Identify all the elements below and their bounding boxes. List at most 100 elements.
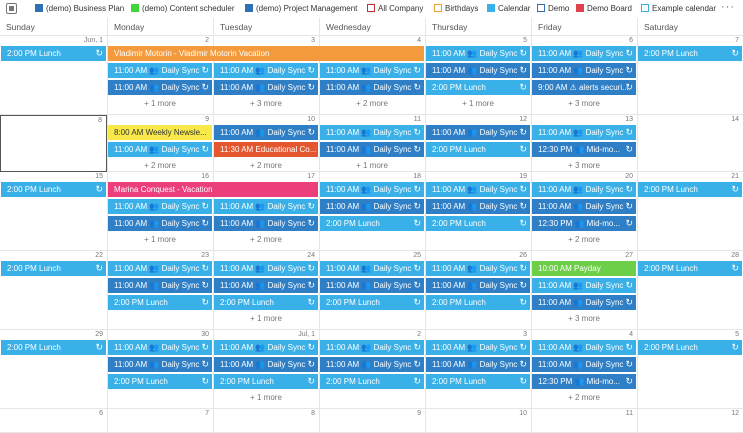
calendar-event[interactable]: 11:00 AM 👥 Daily Sync ↻ bbox=[320, 142, 424, 157]
calendar-event[interactable]: 2:00 PM Lunch ↻ bbox=[638, 46, 742, 61]
more-events-link[interactable]: + 1 more bbox=[144, 235, 176, 244]
calendar-event[interactable]: 11:00 AM 👥 Daily Sync ↻ bbox=[320, 340, 424, 355]
more-events-link[interactable]: + 1 more bbox=[356, 161, 388, 170]
day-number[interactable]: 11 bbox=[625, 410, 633, 417]
day-cell[interactable]: 28 bbox=[637, 251, 743, 330]
calendar-event[interactable]: 2:00 PM Lunch ↻ bbox=[320, 216, 424, 231]
calendar-event[interactable]: 12:30 PM 👥 Mid-mo... ↻ bbox=[532, 216, 636, 231]
day-number[interactable]: 4 bbox=[417, 37, 421, 44]
calendar-event[interactable]: 11:00 AM 👥 Daily Sync ↻ bbox=[108, 216, 212, 231]
day-cell[interactable]: 21 bbox=[637, 172, 743, 251]
day-cell[interactable]: 10 bbox=[213, 115, 319, 172]
calendar-event[interactable]: 2:00 PM Lunch ↻ bbox=[1, 340, 106, 355]
day-cell[interactable]: 15 bbox=[0, 172, 107, 251]
day-number[interactable]: 19 bbox=[519, 173, 527, 180]
calendar-event[interactable]: 11:00 AM 👥 Daily Sync ↻ bbox=[532, 125, 636, 140]
day-number[interactable]: 28 bbox=[731, 252, 739, 259]
calendar-event[interactable]: 11:00 AM 👥 Daily Sync ↻ bbox=[214, 340, 318, 355]
day-number[interactable]: 25 bbox=[413, 252, 421, 259]
more-events-link[interactable]: + 1 more bbox=[144, 99, 176, 108]
calendar-event[interactable]: 11:00 AM 👥 Daily Sync ↻ bbox=[320, 261, 424, 276]
day-number[interactable]: 5 bbox=[523, 37, 527, 44]
calendar-event[interactable]: 11:00 AM 👥 Daily Sync ↻ bbox=[532, 46, 636, 61]
calendar-event[interactable]: 2:00 PM Lunch ↻ bbox=[320, 295, 424, 310]
calendar-event[interactable]: 2:00 PM Lunch ↻ bbox=[638, 182, 742, 197]
day-cell[interactable]: 23 bbox=[107, 251, 213, 330]
day-number[interactable]: 2 bbox=[205, 37, 209, 44]
day-number[interactable]: 9 bbox=[417, 410, 421, 417]
day-cell[interactable]: 26 bbox=[425, 251, 531, 330]
more-events-link[interactable]: + 1 more bbox=[250, 314, 282, 323]
more-events-link[interactable]: + 2 more bbox=[568, 393, 600, 402]
more-events-link[interactable]: + 3 more bbox=[568, 314, 600, 323]
day-cell[interactable]: 20 bbox=[531, 172, 637, 251]
calendar-event[interactable]: 2:00 PM Lunch ↻ bbox=[426, 374, 530, 389]
day-cell[interactable]: 12 bbox=[637, 409, 743, 433]
day-cell[interactable]: 24 bbox=[213, 251, 319, 330]
day-number[interactable]: 20 bbox=[625, 173, 633, 180]
calendar-event[interactable]: 11:00 AM 👥 Daily Sync ↻ bbox=[426, 63, 530, 78]
calendar-event[interactable]: 2:00 PM Lunch ↻ bbox=[108, 374, 212, 389]
day-cell[interactable]: 4 bbox=[531, 330, 637, 409]
calendar-event[interactable]: 11:00 AM 👥 Daily Sync ↻ bbox=[320, 80, 424, 95]
calendar-event[interactable]: 11:00 AM 👥 Daily Sync ↻ bbox=[532, 63, 636, 78]
day-cell[interactable]: 30 bbox=[107, 330, 213, 409]
day-number[interactable]: 4 bbox=[629, 331, 633, 338]
calendar-event[interactable]: 11:00 AM 👥 Daily Sync ↻ bbox=[320, 182, 424, 197]
day-number[interactable]: 2 bbox=[417, 331, 421, 338]
day-number[interactable]: 6 bbox=[99, 410, 103, 417]
day-cell[interactable]: 9 bbox=[107, 115, 213, 172]
day-number[interactable]: 7 bbox=[735, 37, 739, 44]
day-cell[interactable]: 2 bbox=[107, 36, 213, 115]
day-number[interactable]: 9 bbox=[205, 116, 209, 123]
day-cell[interactable]: 3 bbox=[425, 330, 531, 409]
day-cell[interactable]: 22 bbox=[0, 251, 107, 330]
day-number[interactable]: 21 bbox=[731, 173, 739, 180]
day-number[interactable]: 29 bbox=[95, 331, 103, 338]
day-cell[interactable]: 2 bbox=[319, 330, 425, 409]
day-cell[interactable]: 29 bbox=[0, 330, 107, 409]
calendar-event[interactable]: 11:00 AM 👥 Daily Sync ↻ bbox=[426, 46, 530, 61]
more-events-link[interactable]: + 1 more bbox=[250, 393, 282, 402]
calendar-event[interactable]: 11:00 AM 👥 Daily Sync ↻ bbox=[214, 216, 318, 231]
day-number[interactable]: 10 bbox=[519, 410, 527, 417]
day-cell[interactable]: 7 bbox=[637, 36, 743, 115]
legend-item-calendar[interactable]: Calendar bbox=[487, 4, 530, 14]
more-events-link[interactable]: + 3 more bbox=[250, 99, 282, 108]
day-cell[interactable]: Jun, 1 bbox=[0, 36, 107, 115]
day-number[interactable]: 27 bbox=[625, 252, 633, 259]
calendar-event[interactable]: 2:00 PM Lunch ↻ bbox=[638, 261, 742, 276]
more-events-link[interactable]: + 2 more bbox=[144, 161, 176, 170]
legend-item-demo-project-management[interactable]: (demo) Project Management bbox=[245, 4, 357, 14]
legend-item-birthdays[interactable]: Birthdays bbox=[434, 4, 478, 14]
calendar-event[interactable]: 2:00 PM Lunch ↻ bbox=[1, 182, 106, 197]
day-cell[interactable]: 12 bbox=[425, 115, 531, 172]
day-number[interactable]: 3 bbox=[311, 37, 315, 44]
day-cell[interactable]: 10 bbox=[425, 409, 531, 433]
calendar-event[interactable]: 11:00 AM 👥 Daily Sync ↻ bbox=[214, 63, 318, 78]
day-number[interactable]: 26 bbox=[519, 252, 527, 259]
legend-toggle-icon[interactable] bbox=[6, 3, 17, 14]
day-cell[interactable]: 11 bbox=[319, 115, 425, 172]
legend-item-demo[interactable]: Demo bbox=[537, 4, 569, 14]
day-cell[interactable]: Jul, 1 bbox=[213, 330, 319, 409]
day-number[interactable]: Jun, 1 bbox=[83, 37, 103, 44]
day-cell[interactable]: 18 bbox=[319, 172, 425, 251]
day-number[interactable]: 14 bbox=[731, 116, 739, 123]
calendar-event[interactable]: 11:00 AM 👥 Daily Sync ↻ bbox=[108, 340, 212, 355]
calendar-event[interactable]: 11:00 AM 👥 Daily Sync ↻ bbox=[320, 357, 424, 372]
calendar-event[interactable]: 11:00 AM 👥 Daily Sync ↻ bbox=[532, 278, 636, 293]
day-number[interactable]: 7 bbox=[205, 410, 209, 417]
calendar-event[interactable]: 11:00 AM 👥 Daily Sync ↻ bbox=[320, 199, 424, 214]
day-cell[interactable]: 5 bbox=[637, 330, 743, 409]
day-number[interactable]: 13 bbox=[625, 116, 633, 123]
day-cell[interactable]: 6 bbox=[0, 409, 107, 433]
calendar-event[interactable]: 11:00 AM 👥 Daily Sync ↻ bbox=[426, 357, 530, 372]
legend-item-demo-content-scheduler[interactable]: (demo) Content scheduler bbox=[131, 4, 235, 14]
calendar-event[interactable]: 12:30 PM 👥 Mid-mo... ↻ bbox=[532, 374, 636, 389]
calendar-event[interactable]: 9:00 AM ⚠ alerts securi... ↻ bbox=[532, 80, 636, 95]
calendar-event[interactable]: 11:00 AM 👥 Daily Sync ↻ bbox=[214, 261, 318, 276]
calendar-event[interactable]: 11:00 AM 👥 Daily Sync ↻ bbox=[426, 261, 530, 276]
calendar-event[interactable]: 11:00 AM 👥 Daily Sync ↻ bbox=[532, 357, 636, 372]
calendar-event[interactable]: 11:00 AM 👥 Daily Sync ↻ bbox=[320, 125, 424, 140]
